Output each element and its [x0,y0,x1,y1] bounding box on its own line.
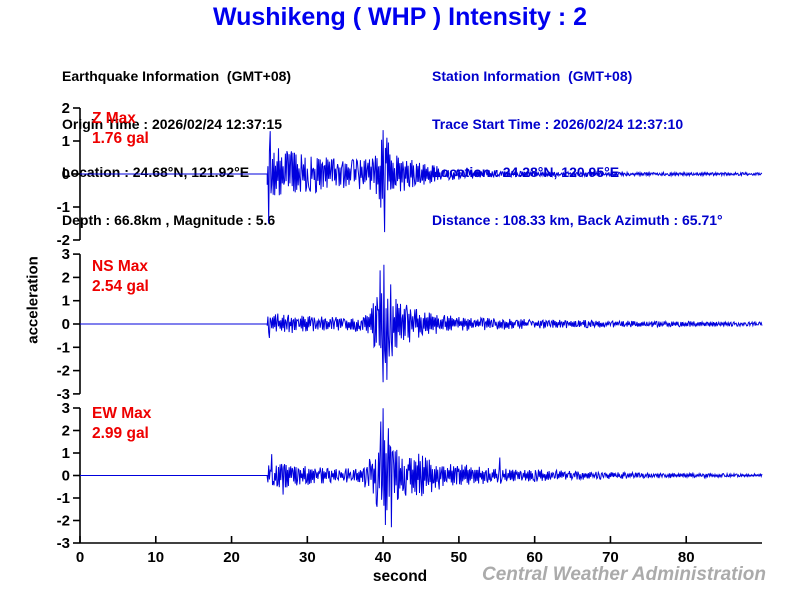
trace-start-time: Trace Start Time : 2026/02/24 12:37:10 [432,116,684,132]
z-max-value: 1.76 gal [92,130,149,147]
x-tick-label: 40 [375,549,392,566]
y-tick-label: -2 [57,513,70,530]
waveform-ew [80,408,763,528]
station-info: Station Information (GMT+08) Trace Start… [432,36,723,244]
y-tick-label: 2 [62,100,70,117]
waveform-ns [80,264,763,383]
y-tick-label: -3 [57,535,70,552]
y-tick-label: 3 [62,400,70,417]
y-tick-label: -2 [57,232,70,249]
y-tick-label: -3 [57,386,70,403]
x-tick-label: 60 [526,549,543,566]
y-tick-label: 0 [62,166,70,183]
y-tick-label: -1 [57,490,70,507]
earthquake-info: Earthquake Information (GMT+08) Origin T… [62,36,291,244]
x-tick-label: 20 [223,549,240,566]
y-tick-label: -2 [57,363,70,380]
z-max-title: Z Max [92,110,136,127]
x-tick-label: 10 [147,549,164,566]
watermark: Central Weather Administration [482,564,766,585]
epicenter-location: Location : 24.68°N, 121.92°E [62,164,250,180]
x-tick-label: 70 [602,549,619,566]
station-info-heading: Station Information (GMT+08) [432,68,633,84]
x-tick-label: 80 [678,549,695,566]
x-axis-label: second [372,568,428,585]
ns-max-label: NS Max 2.54 gal [92,257,149,297]
y-tick-label: -1 [57,339,70,356]
x-tick-label: 30 [299,549,316,566]
z-max-label: Z Max 1.76 gal [92,109,149,149]
ew-max-title: EW Max [92,405,152,422]
ns-max-value: 2.54 gal [92,278,149,295]
y-tick-label: 1 [62,445,70,462]
y-tick-label: 2 [62,423,70,440]
origin-time: Origin Time : 2026/02/24 12:37:15 [62,116,282,132]
y-tick-label: 3 [62,246,70,263]
ew-max-value: 2.99 gal [92,425,149,442]
waveform-z [80,130,763,233]
page-title: Wushikeng ( WHP ) Intensity : 2 [212,3,588,31]
y-tick-label: 1 [62,133,70,150]
y-tick-label: -1 [57,199,70,216]
distance-back-azimuth: Distance : 108.33 km, Back Azimuth : 65.… [432,212,723,228]
y-tick-label: 1 [62,293,70,310]
y-tick-label: 0 [62,316,70,333]
depth-magnitude: Depth : 66.8km , Magnitude : 5.6 [62,212,276,228]
x-tick-label: 0 [76,549,84,566]
ew-max-label: EW Max 2.99 gal [92,404,151,444]
x-tick-label: 50 [451,549,468,566]
ns-max-title: NS Max [92,258,148,275]
y-tick-label: 0 [62,468,70,485]
earthquake-info-heading: Earthquake Information (GMT+08) [62,68,292,84]
y-tick-label: 2 [62,269,70,286]
